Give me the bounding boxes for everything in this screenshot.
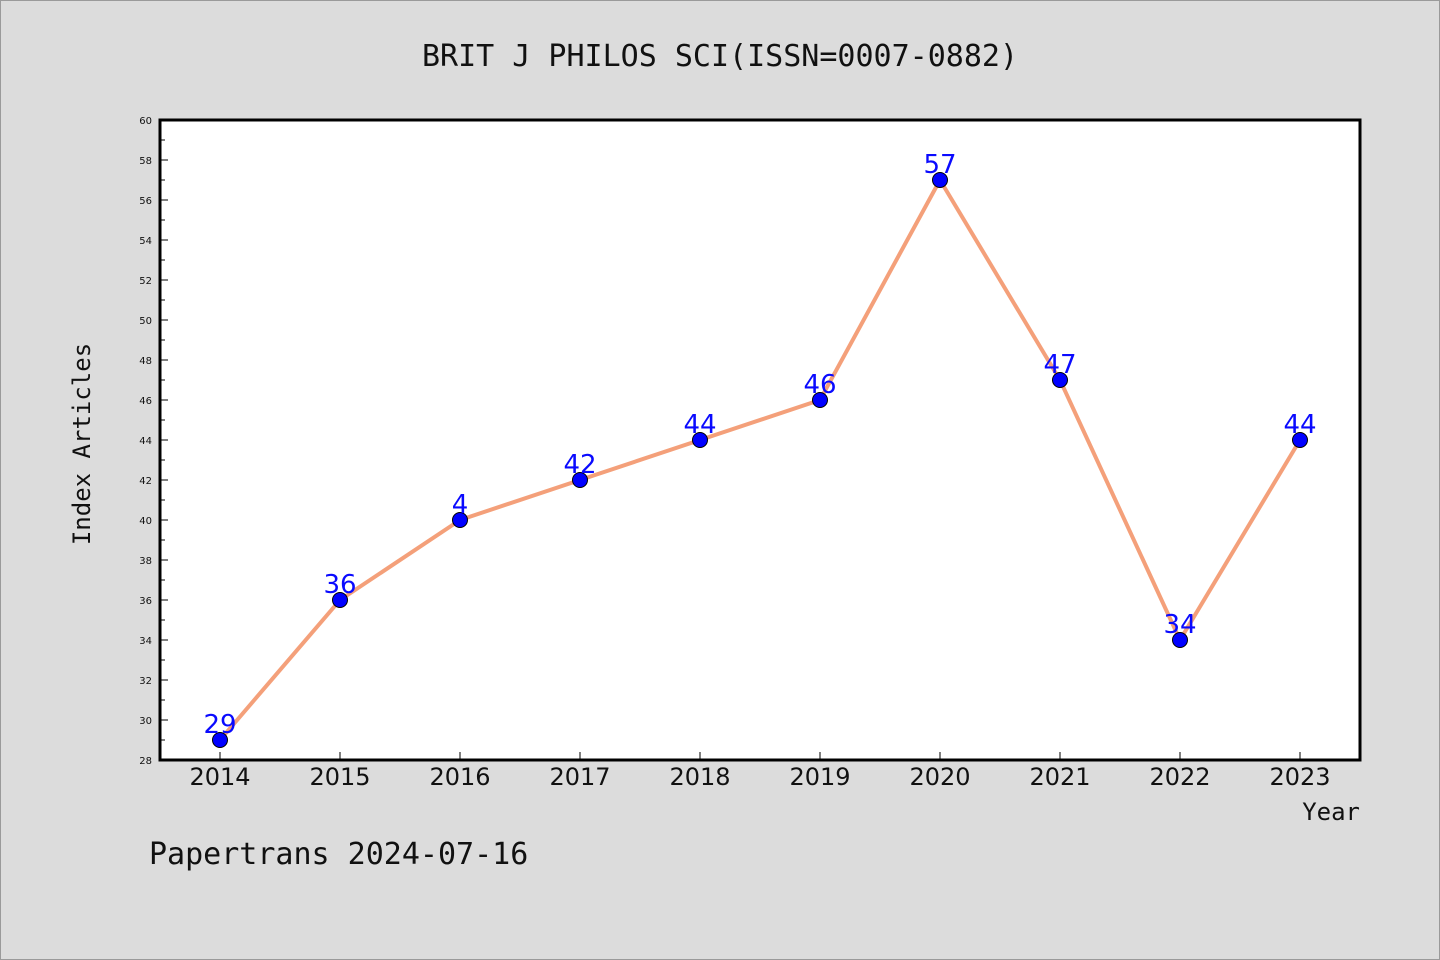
data-label: 36 xyxy=(323,570,356,600)
x-tick-label: 2020 xyxy=(909,763,970,791)
data-label: 57 xyxy=(923,150,956,180)
y-tick-label: 32 xyxy=(139,676,152,687)
y-tick-label: 42 xyxy=(139,476,152,487)
y-tick-label: 30 xyxy=(139,716,152,727)
series-line xyxy=(218,178,1302,742)
axis-ticks: 28 30 32 34 36 38 40 42 44 46 48 50 52 54 56 58 60 2014 20… xyxy=(139,116,1330,791)
chart-title: BRIT J PHILOS SCI(ISSN=0007-0882) xyxy=(422,39,1018,74)
data-point xyxy=(212,732,228,748)
data-point xyxy=(1292,432,1308,448)
x-tick-label: 2022 xyxy=(1149,763,1210,791)
data-label: 47 xyxy=(1043,350,1076,380)
data-point xyxy=(1052,372,1068,388)
x-tick-label: 2015 xyxy=(309,763,370,791)
y-axis-label: Index Articles xyxy=(68,343,96,545)
data-label: 42 xyxy=(563,450,596,480)
y-tick-label: 54 xyxy=(139,236,152,247)
x-axis-label: Year xyxy=(1302,798,1360,826)
x-tick-label: 2017 xyxy=(549,763,610,791)
y-tick-label: 44 xyxy=(139,436,152,447)
data-label: 34 xyxy=(1163,610,1196,640)
y-tick-label: 48 xyxy=(139,356,152,367)
y-tick-label: 46 xyxy=(139,396,152,407)
data-label: 29 xyxy=(203,710,236,740)
y-tick-label: 56 xyxy=(139,196,152,207)
x-tick-label: 2021 xyxy=(1029,763,1090,791)
plot-border xyxy=(158,118,1362,762)
data-label: 44 xyxy=(1283,410,1316,440)
series-line-group xyxy=(218,178,1302,742)
data-label: 4 xyxy=(452,490,469,520)
plot-area xyxy=(160,120,1360,760)
data-point xyxy=(692,432,708,448)
data-point xyxy=(932,172,948,188)
data-point xyxy=(452,512,468,528)
y-tick-label: 28 xyxy=(139,756,152,767)
data-point xyxy=(332,592,348,608)
x-tick-label: 2019 xyxy=(789,763,850,791)
y-tick-label: 50 xyxy=(139,316,152,327)
data-point xyxy=(812,392,828,408)
x-tick-label: 2014 xyxy=(189,763,250,791)
y-tick-label: 58 xyxy=(139,156,152,167)
y-tick-label: 60 xyxy=(139,116,152,127)
x-tick-label: 2018 xyxy=(669,763,730,791)
data-label: 44 xyxy=(683,410,716,440)
data-label: 46 xyxy=(803,370,836,400)
y-tick-label: 36 xyxy=(139,596,152,607)
x-tick-label: 2016 xyxy=(429,763,490,791)
data-point xyxy=(572,472,588,488)
x-tick-label: 2023 xyxy=(1269,763,1330,791)
series-points xyxy=(212,172,1308,748)
y-tick-label: 52 xyxy=(139,276,152,287)
data-point xyxy=(1172,632,1188,648)
y-tick-label: 38 xyxy=(139,556,152,567)
footer-text: Papertrans 2024-07-16 xyxy=(149,837,528,872)
y-tick-label: 34 xyxy=(139,636,152,647)
data-labels: 29 36 4 42 44 46 57 47 34 44 xyxy=(203,150,1316,740)
y-tick-label: 40 xyxy=(139,516,152,527)
